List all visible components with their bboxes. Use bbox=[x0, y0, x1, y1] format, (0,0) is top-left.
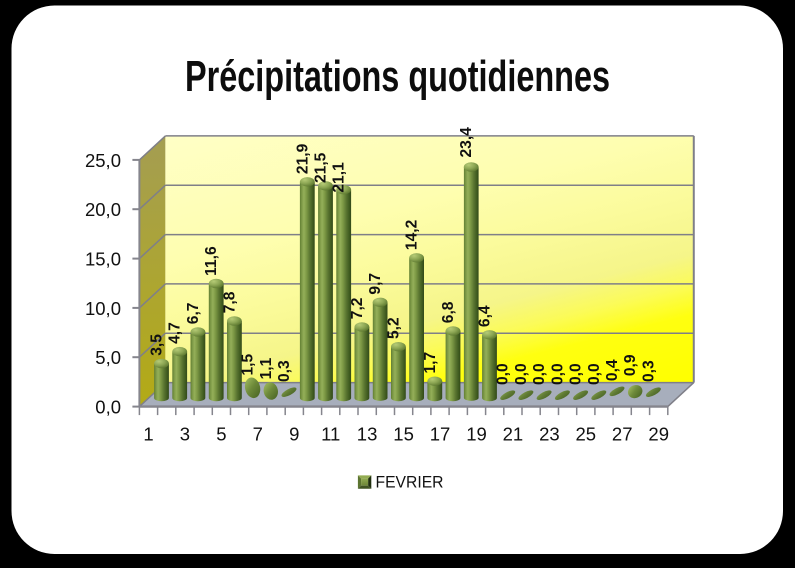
svg-text:4,7: 4,7 bbox=[167, 322, 184, 344]
svg-text:13: 13 bbox=[357, 424, 378, 445]
svg-text:0,3: 0,3 bbox=[640, 360, 657, 382]
svg-text:0,0: 0,0 bbox=[549, 363, 566, 385]
svg-text:0,0: 0,0 bbox=[513, 363, 530, 385]
svg-text:15: 15 bbox=[393, 424, 414, 445]
svg-text:0,0: 0,0 bbox=[95, 397, 121, 418]
svg-text:7,8: 7,8 bbox=[221, 291, 238, 313]
svg-text:9,7: 9,7 bbox=[367, 273, 384, 295]
svg-text:11: 11 bbox=[321, 424, 340, 445]
svg-text:7: 7 bbox=[253, 424, 263, 445]
svg-text:23,4: 23,4 bbox=[458, 127, 475, 158]
svg-text:7,2: 7,2 bbox=[349, 297, 366, 319]
svg-text:25: 25 bbox=[576, 424, 597, 445]
svg-text:0,9: 0,9 bbox=[622, 354, 639, 376]
svg-text:27: 27 bbox=[612, 424, 633, 445]
svg-text:1,1: 1,1 bbox=[258, 357, 275, 379]
svg-text:23: 23 bbox=[539, 424, 560, 445]
svg-text:21,9: 21,9 bbox=[294, 143, 311, 174]
svg-text:11,6: 11,6 bbox=[203, 246, 220, 276]
svg-text:20,0: 20,0 bbox=[85, 199, 121, 220]
svg-text:6,4: 6,4 bbox=[477, 305, 494, 327]
svg-text:0,3: 0,3 bbox=[276, 360, 293, 382]
svg-text:0,0: 0,0 bbox=[568, 363, 585, 385]
svg-text:9: 9 bbox=[289, 424, 299, 445]
svg-text:21: 21 bbox=[503, 424, 524, 445]
svg-text:5,2: 5,2 bbox=[385, 317, 402, 339]
svg-text:3,5: 3,5 bbox=[149, 334, 166, 356]
svg-text:3: 3 bbox=[180, 424, 190, 445]
svg-text:Précipitations quotidiennes: Précipitations quotidiennes bbox=[185, 53, 610, 101]
svg-text:0,4: 0,4 bbox=[604, 359, 621, 381]
svg-text:5: 5 bbox=[216, 424, 226, 445]
svg-text:25,0: 25,0 bbox=[85, 150, 121, 171]
svg-text:10,0: 10,0 bbox=[85, 298, 121, 319]
svg-text:0,0: 0,0 bbox=[495, 363, 512, 385]
svg-text:14,2: 14,2 bbox=[404, 219, 421, 250]
svg-text:1,7: 1,7 bbox=[422, 352, 439, 374]
svg-text:6,8: 6,8 bbox=[440, 301, 457, 323]
svg-text:0,0: 0,0 bbox=[531, 363, 548, 385]
svg-text:FEVRIER: FEVRIER bbox=[376, 473, 444, 492]
svg-text:19: 19 bbox=[466, 424, 487, 445]
svg-text:21,1: 21,1 bbox=[331, 162, 348, 193]
svg-text:21,5: 21,5 bbox=[313, 152, 330, 183]
svg-text:0,0: 0,0 bbox=[586, 363, 603, 385]
svg-text:29: 29 bbox=[648, 424, 669, 445]
svg-text:1,5: 1,5 bbox=[240, 353, 257, 375]
svg-text:17: 17 bbox=[430, 424, 451, 445]
svg-text:6,7: 6,7 bbox=[185, 303, 202, 325]
svg-text:15,0: 15,0 bbox=[85, 249, 121, 270]
svg-text:5,0: 5,0 bbox=[95, 347, 121, 368]
svg-text:1: 1 bbox=[143, 424, 153, 445]
